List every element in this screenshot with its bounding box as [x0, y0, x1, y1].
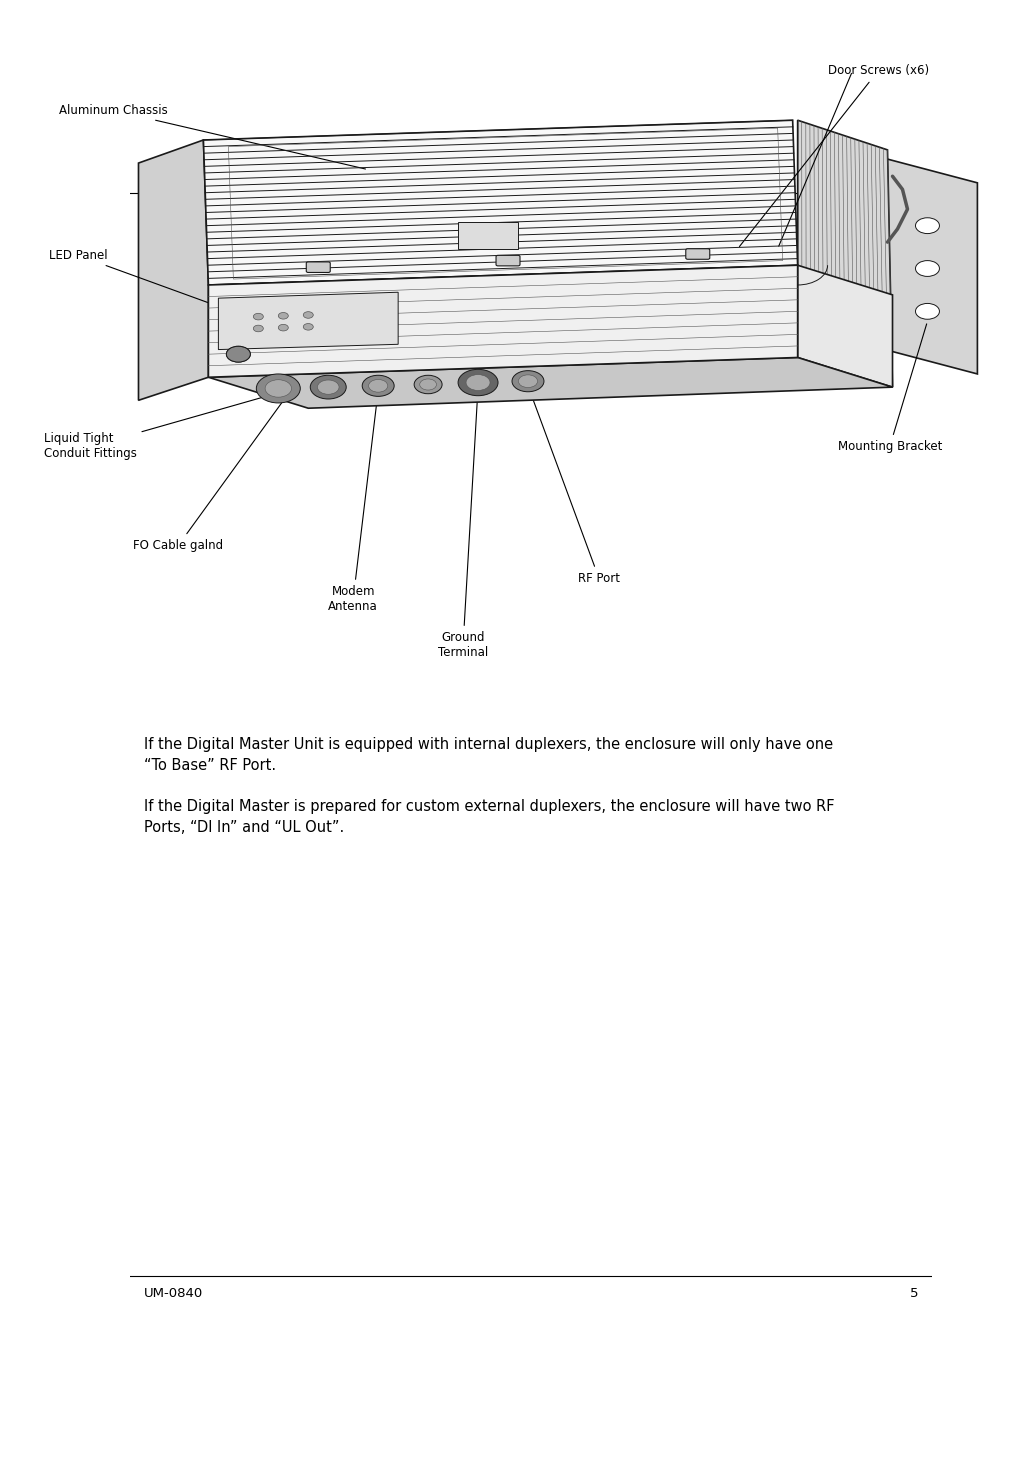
- Circle shape: [254, 314, 263, 320]
- Polygon shape: [798, 120, 893, 387]
- Text: If the Digital Master is prepared for custom external duplexers, the enclosure w: If the Digital Master is prepared for cu…: [144, 800, 834, 835]
- Text: If the Digital Master Unit is equipped with internal duplexers, the enclosure wi: If the Digital Master Unit is equipped w…: [144, 736, 833, 773]
- Circle shape: [363, 375, 394, 397]
- Circle shape: [518, 375, 538, 388]
- Circle shape: [369, 379, 387, 392]
- Text: UM-0840: UM-0840: [144, 1287, 203, 1300]
- Polygon shape: [139, 141, 208, 400]
- Text: RF Port: RF Port: [529, 388, 620, 585]
- FancyBboxPatch shape: [307, 262, 330, 273]
- Text: FO Cable galnd: FO Cable galnd: [134, 395, 287, 552]
- Text: Aluminum Chassis: Aluminum Chassis: [59, 104, 366, 169]
- Circle shape: [916, 304, 940, 320]
- Circle shape: [916, 218, 940, 234]
- Text: 5: 5: [910, 1287, 918, 1300]
- Text: 2.1    Digital Master Unit Ports: 2.1 Digital Master Unit Ports: [144, 225, 405, 243]
- Polygon shape: [203, 120, 798, 284]
- Circle shape: [458, 369, 498, 395]
- Polygon shape: [208, 357, 893, 409]
- Circle shape: [279, 312, 288, 318]
- Circle shape: [254, 326, 263, 332]
- Circle shape: [304, 311, 313, 318]
- Circle shape: [466, 375, 490, 391]
- Text: Liquid Tight
Conduit Fittings: Liquid Tight Conduit Fittings: [44, 388, 295, 461]
- Text: Door Screws (x6): Door Screws (x6): [740, 64, 928, 246]
- FancyBboxPatch shape: [496, 255, 520, 267]
- Text: LED Panel: LED Panel: [49, 249, 265, 323]
- Circle shape: [512, 370, 544, 392]
- Circle shape: [916, 261, 940, 277]
- Polygon shape: [208, 265, 798, 378]
- Circle shape: [265, 379, 291, 397]
- Circle shape: [317, 381, 339, 394]
- Circle shape: [227, 347, 251, 361]
- Circle shape: [279, 324, 288, 330]
- Polygon shape: [877, 157, 977, 375]
- Circle shape: [256, 373, 300, 403]
- Circle shape: [227, 347, 251, 361]
- Text: Ground
Terminal: Ground Terminal: [438, 390, 488, 659]
- Circle shape: [304, 323, 313, 330]
- Circle shape: [310, 375, 346, 398]
- Text: Mounting Bracket: Mounting Bracket: [837, 324, 942, 453]
- Bar: [458, 222, 518, 249]
- Polygon shape: [219, 292, 398, 350]
- Polygon shape: [798, 265, 893, 387]
- FancyBboxPatch shape: [686, 249, 710, 259]
- Circle shape: [420, 379, 436, 390]
- Text: Modem
Antenna: Modem Antenna: [328, 392, 378, 613]
- Circle shape: [414, 375, 442, 394]
